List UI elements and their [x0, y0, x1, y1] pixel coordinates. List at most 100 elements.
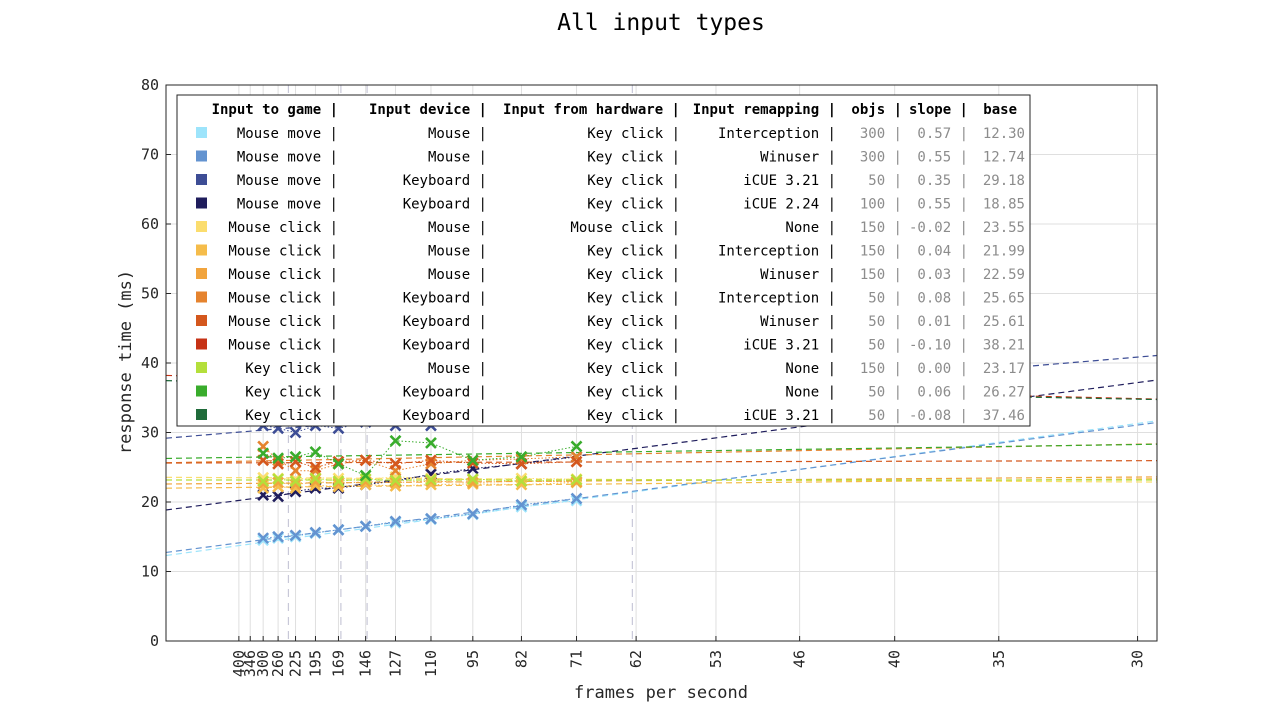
data-point	[570, 492, 583, 505]
legend-slope: 0.35 |	[917, 173, 968, 189]
y-tick-label: 40	[141, 354, 159, 372]
data-point	[570, 475, 583, 488]
fit-line	[165, 460, 1158, 464]
legend-swatch	[196, 197, 207, 209]
data-point	[359, 469, 372, 482]
legend-device: Mouse |	[428, 244, 487, 260]
legend-header-base: base	[983, 102, 1017, 118]
data-point	[257, 534, 270, 547]
legend-objs: 300 |	[860, 126, 902, 142]
y-tick-label: 50	[141, 285, 159, 303]
fit-line	[165, 443, 1158, 460]
legend-game: Key click |	[245, 385, 338, 401]
data-point	[570, 494, 583, 507]
legend-hardware: Key click |	[587, 126, 680, 142]
data-point	[389, 474, 402, 487]
legend-hardware: Mouse click |	[570, 220, 680, 236]
legend-slope: 0.06 |	[917, 385, 968, 401]
legend-game: Mouse move |	[237, 197, 338, 213]
legend-remap: None |	[785, 220, 836, 236]
legend-remap: Interception |	[718, 126, 836, 142]
legend-base: 25.65	[983, 291, 1025, 307]
legend-header-device: Input device |	[369, 102, 487, 118]
x-axis-label: frames per second	[574, 683, 748, 703]
legend-swatch	[196, 150, 207, 162]
legend-remap: Winuser |	[760, 267, 836, 283]
legend-hardware: Key click |	[587, 291, 680, 307]
data-point	[425, 512, 437, 525]
data-point	[389, 476, 402, 489]
data-point	[332, 523, 345, 536]
legend-device: Keyboard |	[403, 291, 487, 307]
data-point	[257, 532, 270, 545]
legend-slope: 0.01 |	[917, 314, 968, 330]
legend-base: 22.59	[983, 267, 1025, 283]
data-point	[289, 426, 302, 439]
legend-swatch	[196, 315, 207, 326]
chart-title: All input types	[557, 10, 765, 36]
legend-box	[176, 94, 1031, 427]
data-point	[289, 529, 302, 542]
y-tick-label: 10	[141, 563, 159, 581]
legend-objs: 50 |	[868, 314, 902, 330]
data-point	[272, 452, 285, 465]
legend-remap: iCUE 3.21 |	[743, 173, 836, 189]
data-point	[332, 455, 345, 468]
data-point	[466, 454, 479, 467]
data-point	[272, 473, 285, 485]
legend-swatch	[196, 362, 207, 373]
legend-slope: 0.55 |	[917, 150, 968, 166]
x-tick-label: 300	[254, 650, 272, 677]
legend-hardware: Key click |	[587, 173, 680, 189]
legend-hardware: Key click |	[587, 385, 680, 401]
y-axis: 0 10 20 30 40 50 60 70 80	[141, 76, 171, 650]
legend-objs: 50 |	[868, 338, 902, 354]
data-point	[515, 450, 528, 463]
legend-device: Mouse |	[428, 126, 487, 142]
legend-game: Mouse click |	[228, 267, 338, 283]
legend-base: 38.21	[983, 338, 1025, 354]
legend-objs: 50 |	[868, 408, 902, 424]
legend-base: 21.99	[983, 244, 1025, 260]
legend-base: 18.85	[983, 197, 1025, 213]
legend-remap: Interception |	[718, 291, 836, 307]
legend-swatch	[196, 385, 207, 397]
x-tick-label: 169	[329, 650, 347, 677]
x-tick-label: 127	[387, 650, 405, 677]
legend-hardware: Key click |	[587, 150, 680, 166]
data-point	[257, 447, 270, 460]
legend-hardware: Key click |	[587, 338, 680, 354]
data-point	[389, 434, 402, 447]
data-point	[257, 478, 270, 490]
legend-device: Keyboard |	[403, 197, 487, 213]
legend-remap: None |	[785, 385, 836, 401]
legend-remap: iCUE 3.21 |	[743, 338, 836, 354]
y-tick-label: 30	[141, 424, 159, 442]
data-point	[289, 450, 302, 463]
data-point	[425, 437, 437, 449]
data-point	[515, 498, 528, 511]
legend-swatch	[196, 244, 207, 256]
legend-remap: None |	[785, 361, 836, 377]
legend-rows: Mouse move | Mouse | Key click | Intercepti…	[196, 126, 1025, 424]
data-point	[332, 475, 345, 488]
legend-remap: Interception |	[718, 244, 836, 260]
series-path	[263, 498, 577, 539]
data-point	[359, 473, 372, 485]
legend-objs: 50 |	[868, 291, 902, 307]
data-point	[332, 477, 345, 490]
data-point	[515, 500, 528, 513]
data-point	[389, 515, 402, 528]
legend-game: Mouse click |	[228, 314, 338, 330]
legend-objs: 100 |	[860, 197, 902, 213]
x-tick-label: 46	[791, 650, 809, 668]
legend-base: 23.17	[983, 361, 1025, 377]
legend-header-hardware: Input from hardware |	[503, 102, 680, 118]
data-point	[272, 490, 285, 503]
x-tick-label: 110	[422, 650, 440, 677]
data-point	[359, 454, 372, 467]
legend-base: 26.27	[983, 385, 1025, 401]
data-point	[359, 520, 372, 533]
